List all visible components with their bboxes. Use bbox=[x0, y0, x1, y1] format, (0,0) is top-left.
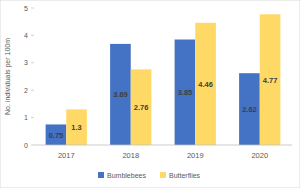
y-tick-label: 5 bbox=[24, 5, 28, 12]
y-tick bbox=[31, 90, 34, 91]
data-label: 3.69 bbox=[113, 90, 128, 99]
bar bbox=[46, 124, 67, 145]
y-tick bbox=[31, 35, 34, 36]
bar bbox=[131, 69, 152, 145]
y-tick-label: 1 bbox=[24, 114, 28, 121]
y-axis-label: No. individuals per 100m bbox=[4, 38, 12, 115]
chart-container: No. individuals per 100m 0 1 2 3 4 5 0.75 3.69 3.… bbox=[0, 0, 300, 188]
y-tick bbox=[31, 145, 34, 146]
data-label: 3.85 bbox=[178, 88, 193, 97]
y-tick-label: 0 bbox=[24, 142, 28, 149]
legend-swatch bbox=[98, 172, 104, 178]
data-label: 2.76 bbox=[134, 103, 149, 112]
data-label: 4.46 bbox=[198, 80, 213, 89]
y-tick-label: 3 bbox=[24, 59, 28, 66]
x-tick-label: 2019 bbox=[187, 151, 204, 160]
x-tick-label: 2018 bbox=[122, 151, 139, 160]
bar bbox=[66, 109, 87, 145]
data-label: 1.3 bbox=[71, 123, 81, 132]
y-tick-label: 4 bbox=[24, 32, 28, 39]
legend-label: Butterflies bbox=[169, 172, 201, 179]
bar bbox=[110, 44, 131, 145]
data-labels: 0.75 3.69 3.85 2.62 1.3 2.76 4.46 4.77 bbox=[49, 76, 278, 140]
bar bbox=[195, 23, 216, 145]
bar bbox=[239, 73, 260, 145]
background bbox=[0, 0, 300, 188]
data-label: 2.62 bbox=[242, 105, 257, 114]
bar bbox=[260, 14, 281, 145]
y-tick bbox=[31, 117, 34, 118]
y-tick bbox=[31, 8, 34, 9]
y-tick bbox=[31, 62, 34, 63]
legend-swatch bbox=[160, 172, 166, 178]
chart-svg: No. individuals per 100m 0 1 2 3 4 5 0.75 3.69 3.… bbox=[0, 0, 300, 188]
bars bbox=[46, 14, 281, 145]
data-label: 0.75 bbox=[49, 131, 64, 140]
x-tick-label: 2017 bbox=[58, 151, 75, 160]
legend: Bumblebees Butterflies bbox=[98, 172, 201, 179]
x-tick-label: 2020 bbox=[251, 151, 268, 160]
x-axis-line bbox=[34, 145, 292, 146]
legend-label: Bumblebees bbox=[107, 172, 146, 179]
y-tick-label: 2 bbox=[24, 87, 28, 94]
data-label: 4.77 bbox=[263, 76, 278, 85]
bar bbox=[175, 40, 196, 145]
